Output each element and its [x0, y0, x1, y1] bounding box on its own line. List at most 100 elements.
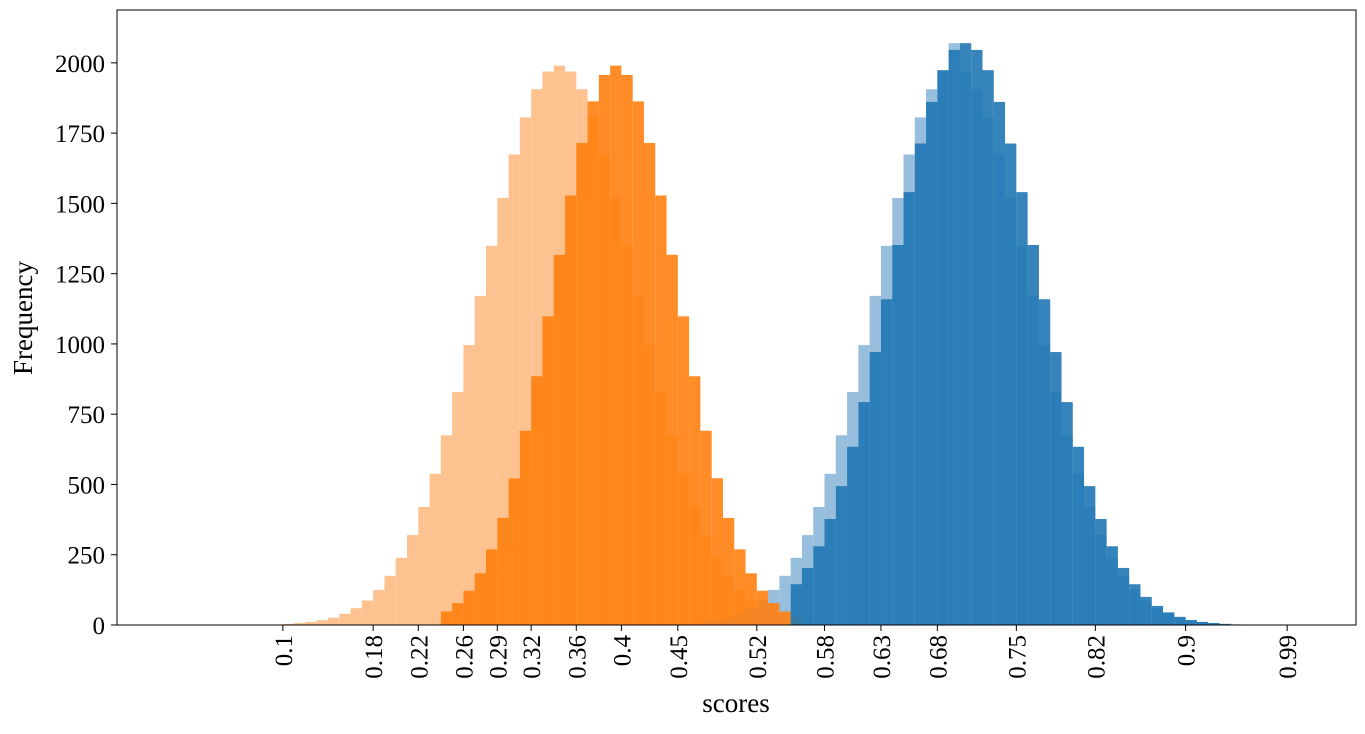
- histogram-bar: [508, 478, 520, 625]
- histogram-bar: [892, 244, 904, 625]
- histogram-bar: [880, 299, 893, 625]
- histogram-bar: [440, 611, 453, 625]
- histogram-bar: [316, 620, 329, 625]
- x-tick-label: 0.45: [666, 635, 693, 679]
- histogram-bar: [1027, 244, 1039, 625]
- histogram-bar: [1095, 519, 1107, 625]
- histogram-bar: [914, 143, 927, 626]
- y-tick-label: 1750: [55, 121, 105, 148]
- histogram-bar: [361, 600, 374, 625]
- histogram-bar: [339, 613, 351, 625]
- histogram-bar: [1005, 143, 1017, 626]
- histogram-bar: [926, 101, 938, 625]
- histogram-bar: [1061, 402, 1073, 625]
- y-axis-label: Frequency: [8, 261, 38, 375]
- plot-frame: [116, 9, 1357, 626]
- y-tick-label: 500: [68, 472, 106, 499]
- histogram-bar: [779, 611, 791, 625]
- histogram-bar: [1106, 546, 1118, 625]
- x-tick-label: 0.99: [1275, 635, 1302, 679]
- histogram-bar: [779, 575, 791, 625]
- histogram-bar: [847, 446, 859, 625]
- histogram-bar: [993, 101, 1006, 625]
- histogram-bar: [294, 623, 306, 625]
- histogram-bar: [959, 43, 972, 625]
- x-tick-label: 0.18: [361, 635, 388, 679]
- x-tick-label: 0.26: [451, 635, 478, 679]
- histogram-bar: [835, 486, 848, 625]
- histogram-bar: [1050, 352, 1062, 625]
- histogram-bar: [485, 245, 498, 625]
- x-tick-label: 0.1: [271, 635, 298, 666]
- histogram-bar: [666, 254, 678, 626]
- histogram-bar: [576, 142, 588, 625]
- histogram-bar: [621, 74, 633, 626]
- x-tick-label: 0.9: [1174, 635, 1201, 666]
- y-tick-label: 1500: [55, 191, 105, 218]
- histogram-bar: [768, 603, 780, 625]
- x-tick-label: 0.52: [745, 635, 772, 679]
- x-tick-label: 0.4: [609, 635, 636, 667]
- x-tick-label: 0.75: [1004, 635, 1031, 679]
- histogram-bar: [531, 376, 543, 625]
- histogram-bar: [485, 549, 498, 625]
- histogram-bar: [1084, 486, 1096, 625]
- y-tick-label: 250: [68, 543, 106, 570]
- histogram-bar: [813, 546, 825, 625]
- histogram-bar: [598, 74, 611, 626]
- histogram-bar: [497, 198, 509, 625]
- x-tick-label: 0.29: [485, 635, 512, 679]
- x-tick-label: 0.36: [564, 635, 591, 679]
- histogram-bar: [508, 154, 520, 625]
- x-tick-label: 0.32: [519, 635, 546, 679]
- histogram-bar: [610, 65, 622, 625]
- histogram-bar: [711, 478, 723, 625]
- histogram-bar: [1117, 567, 1130, 625]
- histogram-bar: [1129, 584, 1141, 625]
- histogram-bar: [407, 535, 419, 625]
- histogram-bar: [282, 623, 295, 625]
- x-tick-label: 0.22: [406, 635, 433, 679]
- y-tick-label: 2000: [55, 51, 105, 78]
- y-tick-label: 1000: [55, 332, 105, 359]
- histogram-bar: [1196, 621, 1209, 625]
- histogram-bar: [689, 376, 701, 625]
- histogram-bar: [1038, 299, 1051, 625]
- histogram-bar: [756, 590, 769, 625]
- histogram-bar: [305, 621, 317, 625]
- histogram-bar: [632, 101, 644, 626]
- histogram-bar: [677, 316, 690, 625]
- histogram-bar: [463, 345, 475, 625]
- histogram-bar: [1072, 446, 1085, 625]
- histogram-bar: [1163, 612, 1175, 625]
- histogram-bar: [869, 352, 881, 625]
- y-tick-label: 0: [93, 613, 106, 640]
- histogram-bar: [722, 517, 735, 625]
- histogram-bar: [790, 584, 802, 625]
- histogram-bar: [1016, 192, 1028, 625]
- histogram-bar: [643, 142, 656, 625]
- x-tick-label: 0.82: [1083, 635, 1110, 679]
- histogram-bar: [429, 473, 441, 625]
- histogram-bar: [971, 49, 983, 626]
- histogram-bar: [474, 573, 486, 625]
- histogram-bar: [553, 254, 565, 626]
- histogram-bar: [395, 557, 408, 625]
- histogram-bar: [655, 195, 667, 625]
- x-tick-label: 0.68: [925, 635, 952, 679]
- histogram-bar: [418, 506, 430, 625]
- histogram-bar: [734, 549, 746, 625]
- histogram-bar: [1174, 616, 1186, 625]
- histogram-bar: [587, 101, 599, 626]
- y-tick-label: 750: [68, 402, 106, 429]
- histogram-bar: [982, 70, 994, 626]
- histogram-bar: [858, 402, 870, 625]
- histogram-bar: [384, 575, 396, 625]
- histogram-bar: [745, 573, 757, 625]
- histogram-bar: [1140, 596, 1152, 625]
- histogram-bar: [452, 603, 464, 625]
- histogram-bar: [801, 567, 814, 625]
- y-tick-label: 1250: [55, 262, 105, 289]
- x-tick-label: 0.63: [869, 635, 896, 679]
